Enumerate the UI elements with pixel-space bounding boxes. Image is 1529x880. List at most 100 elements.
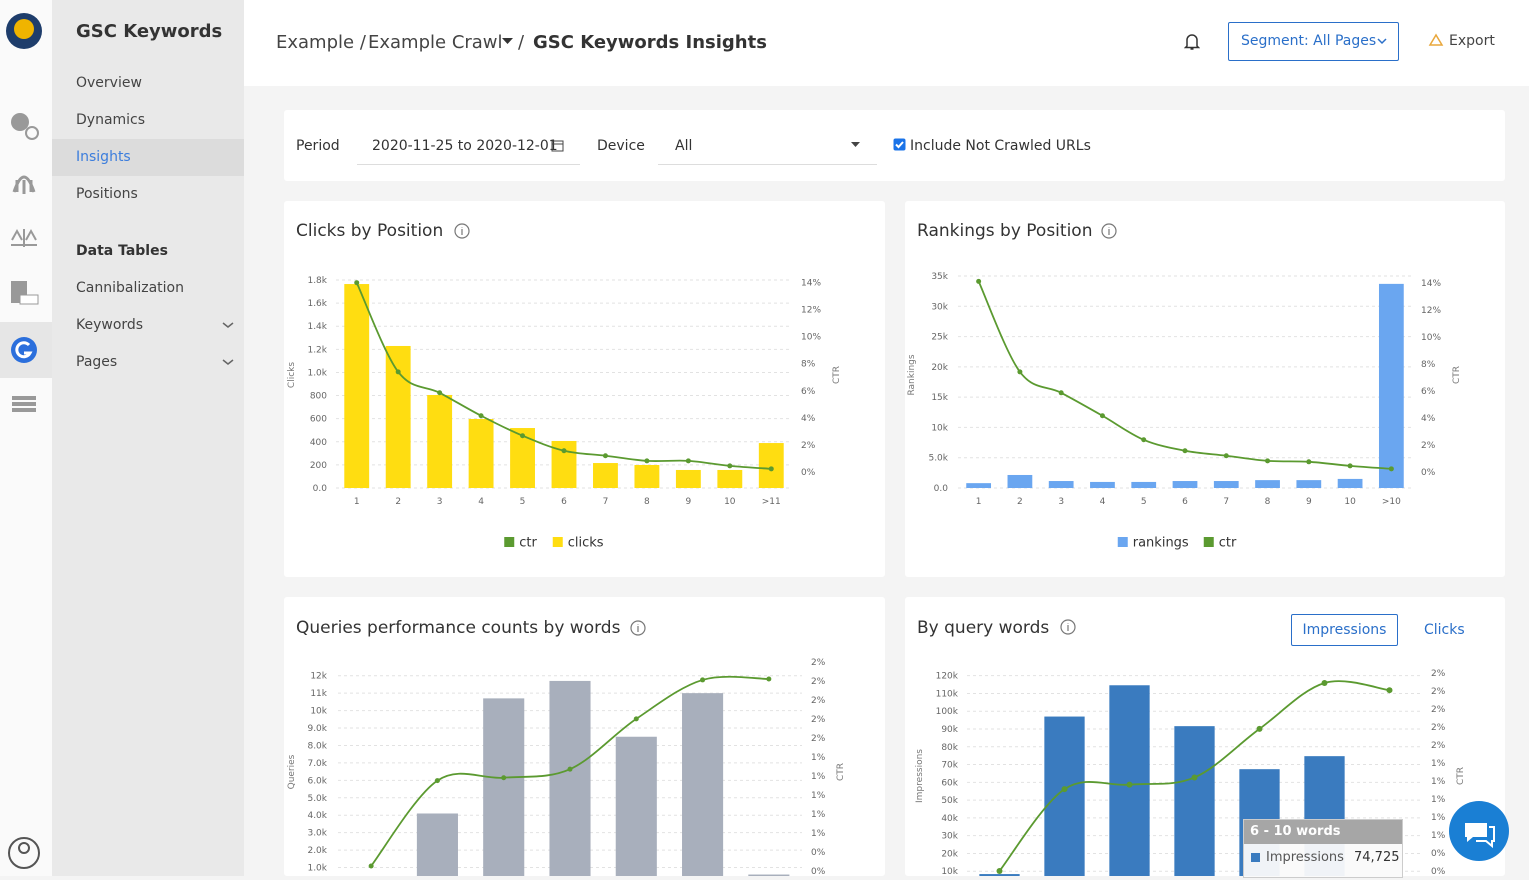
toggle[interactable]: Clicks xyxy=(1424,622,1465,638)
bar xyxy=(758,443,784,488)
x-tick-label: 1 xyxy=(354,497,360,507)
bar xyxy=(748,874,790,876)
y2-tick-label: 2% xyxy=(1431,669,1446,679)
device-label: Device xyxy=(597,138,645,154)
line xyxy=(355,282,772,470)
x-tick-label: 5 xyxy=(520,497,526,507)
point xyxy=(354,280,360,286)
y-tick-label: 35k xyxy=(931,272,948,282)
y-tick-label: 20k xyxy=(931,363,948,373)
date-input[interactable]: 2020-11-25 to 2020-12-01 xyxy=(357,126,580,165)
y2-tick-label: 1% xyxy=(1431,831,1446,841)
bar xyxy=(634,465,660,488)
bar xyxy=(1255,480,1280,488)
export[interactable]: Export xyxy=(1449,33,1495,49)
y-tick-label: 80k xyxy=(941,743,958,753)
tooltip-swatch xyxy=(1251,853,1260,862)
segment-label: Segment: All Pages xyxy=(1241,33,1377,49)
y2-tick-label: 2% xyxy=(811,677,826,687)
bar xyxy=(966,483,992,488)
bar xyxy=(344,284,370,488)
point xyxy=(520,433,526,439)
bar xyxy=(717,469,743,488)
nav-item[interactable]: Positions xyxy=(76,186,138,202)
point xyxy=(1321,679,1328,686)
point xyxy=(1099,413,1105,419)
checkbox[interactable] xyxy=(893,138,906,151)
point xyxy=(1061,786,1068,793)
point xyxy=(1386,687,1393,694)
y2-tick-label: 1% xyxy=(811,753,826,763)
y2-tick-label: 2% xyxy=(1421,441,1436,451)
y2-tick-label: 2% xyxy=(1431,723,1446,733)
nav-item[interactable]: Overview xyxy=(76,75,142,91)
y-tick-label: 40k xyxy=(941,814,958,824)
point xyxy=(700,677,706,683)
nav-item[interactable]: Dynamics xyxy=(76,112,146,128)
x-tick-label: 3 xyxy=(437,497,443,507)
point xyxy=(1126,781,1133,788)
nav-item[interactable]: Keywords xyxy=(76,317,144,333)
bar xyxy=(416,813,458,876)
y-tick-label: 9.0k xyxy=(307,724,327,734)
bar xyxy=(682,693,724,876)
y-tick-label: 30k xyxy=(931,302,948,312)
point xyxy=(368,863,374,869)
x-tick-label: 1 xyxy=(976,497,982,507)
toggle-active[interactable]: Impressions xyxy=(1291,614,1398,646)
y-tick-label: 200 xyxy=(310,461,327,471)
y-tick-label: 12k xyxy=(310,672,327,682)
chevrons xyxy=(222,322,234,365)
y-axis-title: Queries xyxy=(287,754,297,789)
y-tick-label: 1.2k xyxy=(307,345,327,355)
y2-tick-label: 0% xyxy=(1421,468,1436,478)
y2-tick-label: 2% xyxy=(801,441,816,451)
nav-section: Data Tables xyxy=(76,243,168,259)
y-tick-label: 11k xyxy=(310,689,327,699)
y2-tick-label: 2% xyxy=(811,658,826,668)
bell[interactable] xyxy=(1184,33,1200,51)
bar xyxy=(1174,726,1215,876)
x-tick-label: 5 xyxy=(1141,497,1147,507)
y-tick-label: 7.0k xyxy=(307,759,327,769)
crumb[interactable]: Example Crawl xyxy=(368,32,503,53)
chart-card: Clicks by Position xyxy=(284,201,885,577)
x-tick-label: 7 xyxy=(603,497,609,507)
bar xyxy=(675,469,701,488)
y2-tick-label: 1% xyxy=(1431,813,1446,823)
bar xyxy=(1048,481,1074,488)
y-tick-label: 3.0k xyxy=(307,829,327,839)
y-axis-title: Rankings xyxy=(907,354,917,395)
crumb[interactable]: Example / xyxy=(276,32,366,53)
segment-button[interactable]: Segment: All Pages xyxy=(1228,22,1399,61)
point xyxy=(766,676,772,682)
y-tick-label: 800 xyxy=(310,392,327,402)
bar xyxy=(979,874,1020,876)
nav-item[interactable]: Cannibalization xyxy=(76,280,184,296)
device-select[interactable]: All xyxy=(658,126,877,165)
y-tick-label: 120k xyxy=(936,672,959,682)
chat-button[interactable] xyxy=(1449,801,1509,861)
y2-tick-label: 2% xyxy=(1431,687,1446,697)
y2-tick-label: 1% xyxy=(1431,795,1446,805)
point xyxy=(395,369,401,375)
point xyxy=(768,466,774,472)
filter-bar: Period 2020-11-25 to 2020-12-01 Device A… xyxy=(284,110,1505,181)
x-tick-label: 10 xyxy=(1344,497,1356,507)
y2-tick-label: 0% xyxy=(801,468,816,478)
header: Example / Example Crawl / GSC Keywords I… xyxy=(244,0,1529,86)
x-tick-label: 2 xyxy=(395,497,401,507)
nav-item[interactable]: Pages xyxy=(76,354,118,370)
y-tick-label: 0.0 xyxy=(934,484,949,494)
legend-swatch xyxy=(552,537,563,547)
y2-tick-label: 1% xyxy=(811,772,826,782)
point xyxy=(1265,458,1271,464)
nav-item-active[interactable]: Insights xyxy=(76,149,131,165)
point xyxy=(602,453,608,459)
rail-icons xyxy=(0,13,52,869)
y-tick-label: 15k xyxy=(931,393,948,403)
point xyxy=(976,278,982,284)
y-tick-label: 30k xyxy=(941,832,958,842)
x-tick-label: 9 xyxy=(685,497,691,507)
